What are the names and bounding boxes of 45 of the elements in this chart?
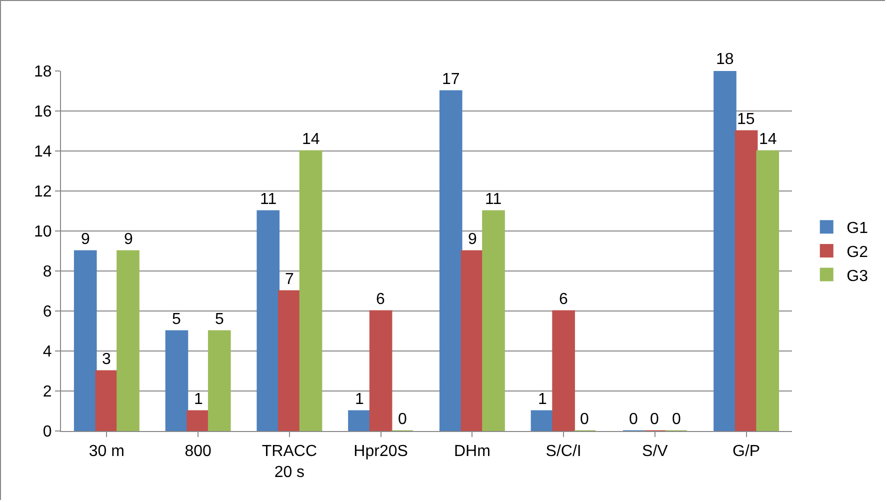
data-label: 14	[759, 131, 777, 148]
x-tick-label: G/P	[732, 443, 760, 460]
x-tick-label: Hpr20S	[354, 443, 408, 460]
data-label: 1	[355, 391, 364, 408]
data-label: 15	[737, 111, 755, 128]
y-tick-label: 4	[42, 344, 52, 361]
data-label: 0	[672, 411, 681, 428]
y-tick-label: 6	[42, 304, 52, 321]
y-tick-label: 10	[34, 224, 52, 241]
y-tick-label: 8	[42, 264, 52, 281]
data-label: 7	[285, 271, 294, 288]
data-label: 17	[442, 71, 460, 88]
data-label: 9	[468, 231, 477, 248]
data-label: 9	[124, 231, 133, 248]
y-tick-label: 2	[42, 384, 52, 401]
y-tick-label: 16	[34, 104, 52, 121]
data-label: 11	[485, 191, 502, 208]
x-tick-label: TRACC 20 s	[262, 443, 317, 481]
data-label: 18	[716, 51, 734, 68]
y-tick-label: 14	[34, 144, 52, 161]
x-tick-label: S/V	[642, 443, 668, 460]
legend-label: G3	[846, 268, 868, 285]
data-label: 0	[629, 411, 638, 428]
data-label: 11	[260, 191, 277, 208]
x-tick-label: 30 m	[88, 443, 124, 460]
data-label: 5	[215, 311, 224, 328]
data-label: 1	[194, 391, 203, 408]
y-tick-label: 0	[42, 424, 52, 441]
data-label: 3	[102, 351, 111, 368]
legend-label: G2	[846, 244, 868, 261]
data-label: 14	[302, 131, 320, 148]
y-tick-label: 18	[34, 64, 52, 81]
data-label: 6	[376, 291, 385, 308]
x-tick-label: S/C/I	[546, 443, 582, 460]
data-label: 0	[650, 411, 659, 428]
data-label: 0	[580, 411, 589, 428]
x-tick-label: DHm	[454, 443, 490, 460]
data-label: 6	[559, 291, 568, 308]
data-label: 0	[398, 411, 407, 428]
data-label: 9	[81, 231, 90, 248]
data-label: 1	[538, 391, 547, 408]
x-tick-label: 800	[184, 443, 212, 460]
y-tick-label: 12	[34, 184, 52, 201]
data-label: 5	[172, 311, 181, 328]
legend-label: G1	[846, 220, 868, 238]
